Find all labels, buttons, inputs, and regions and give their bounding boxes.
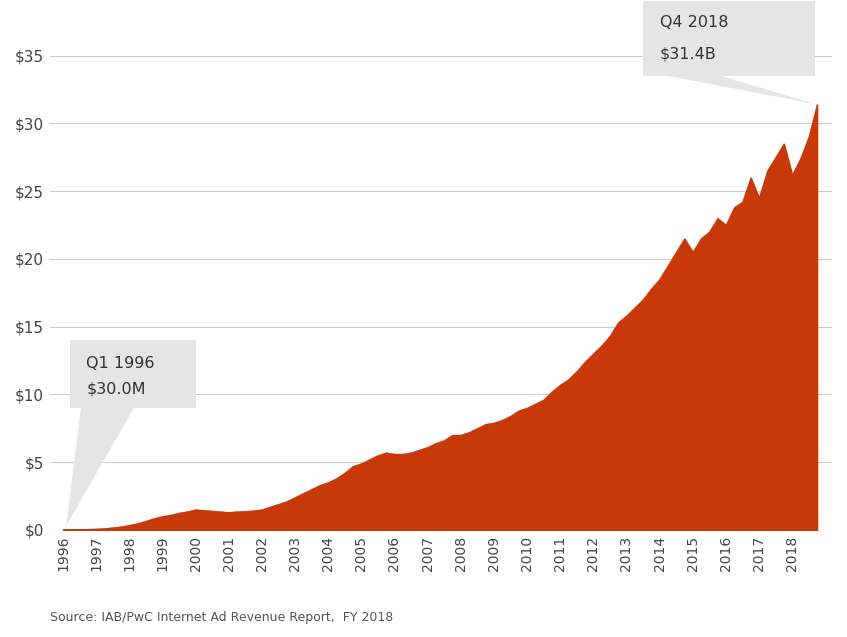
Text: Q4 2018: Q4 2018	[660, 15, 728, 30]
Polygon shape	[668, 76, 817, 104]
Text: $30.0M: $30.0M	[86, 382, 146, 397]
Text: Source: IAB/PwC Internet Ad Revenue Report,  FY 2018: Source: IAB/PwC Internet Ad Revenue Repo…	[50, 612, 393, 624]
Text: $31.4B: $31.4B	[660, 46, 717, 61]
Text: Q1 1996: Q1 1996	[86, 357, 155, 371]
Polygon shape	[66, 408, 134, 526]
FancyBboxPatch shape	[69, 340, 196, 408]
FancyBboxPatch shape	[643, 1, 816, 76]
